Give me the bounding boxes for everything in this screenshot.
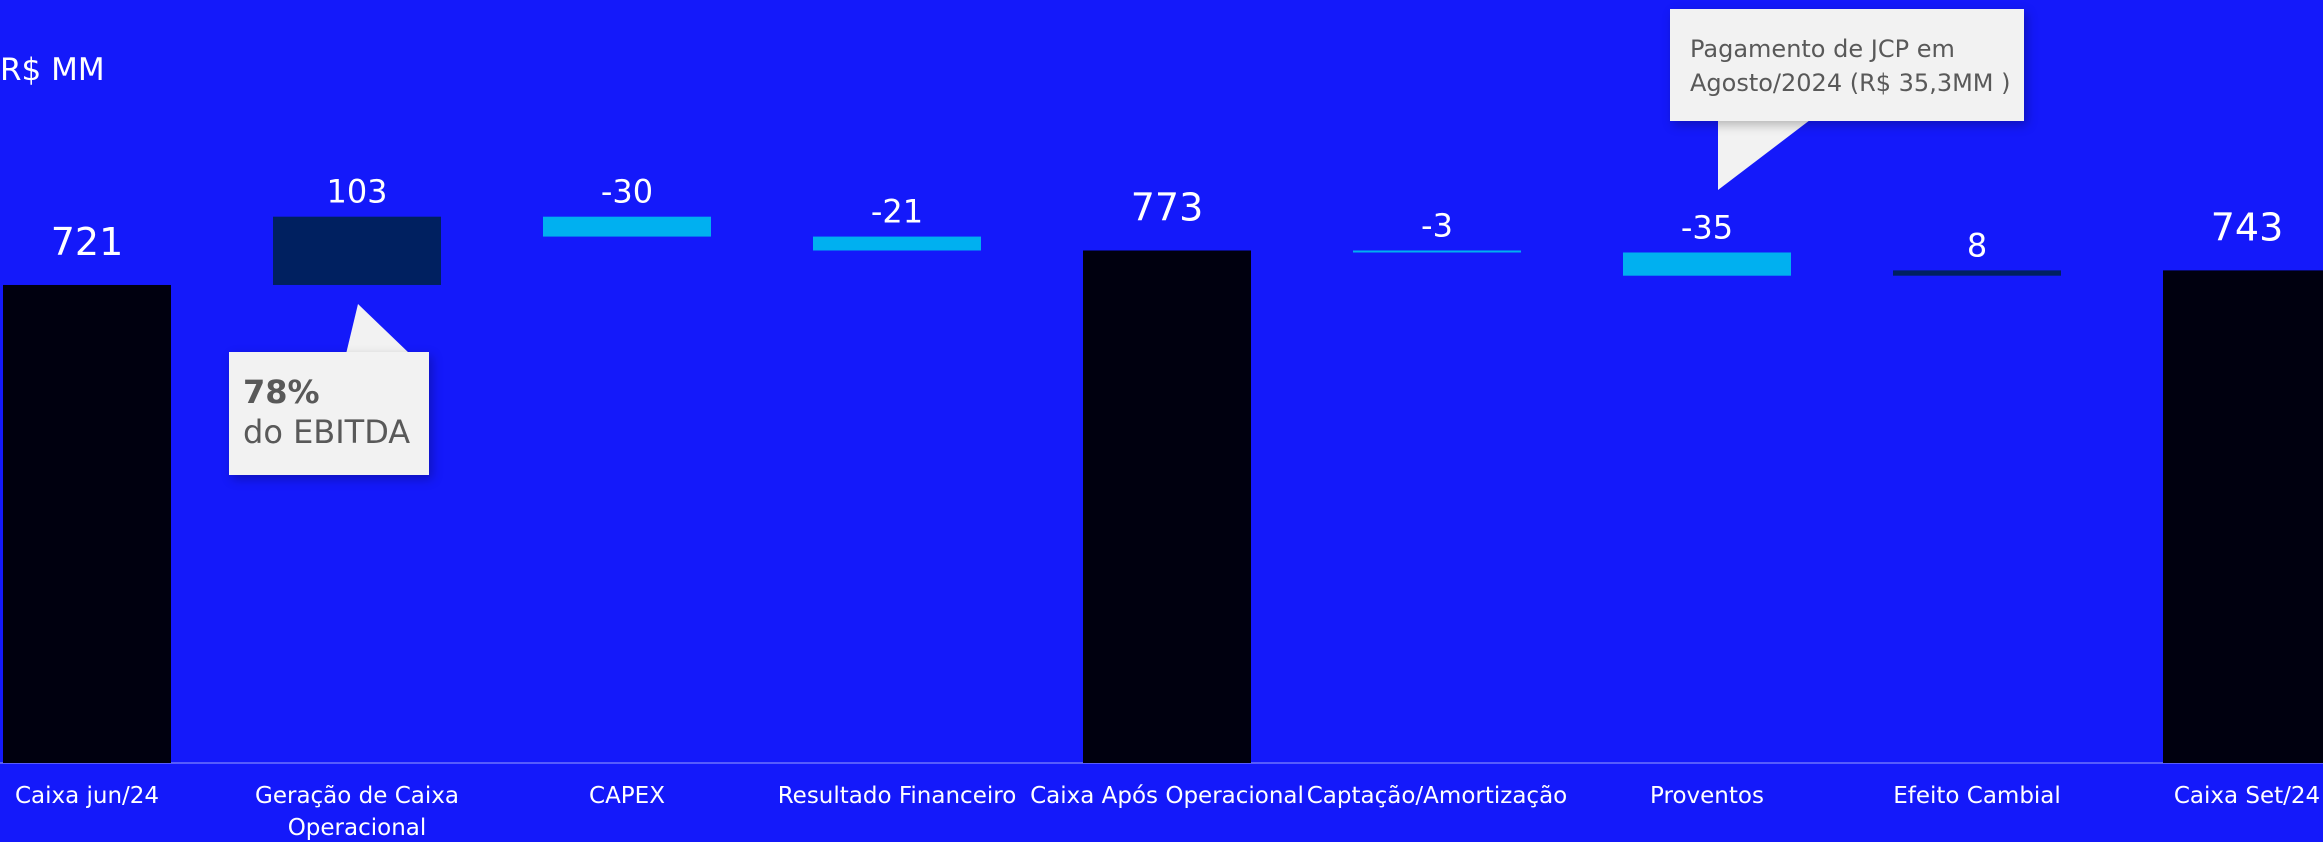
unit-label: R$ MM — [0, 52, 105, 88]
value-label-6: -35 — [1681, 208, 1733, 246]
value-label-0: 721 — [51, 220, 124, 264]
callout-jcp-pointer — [1718, 120, 1810, 190]
value-label-7: 8 — [1967, 226, 1987, 264]
value-label-3: -21 — [871, 193, 923, 231]
category-label-5: Captação/Amortização — [1307, 783, 1567, 809]
bar-0 — [3, 284, 171, 763]
category-label-8: Caixa Set/24 — [2174, 783, 2320, 809]
bar-2 — [543, 216, 711, 237]
category-label-1: Geração de Caixa Operacional — [255, 783, 459, 841]
callout-ebitda-text: do EBITDA — [243, 413, 411, 451]
value-label-8: 743 — [2211, 205, 2284, 249]
bar-6 — [1623, 252, 1791, 276]
value-label-2: -30 — [601, 173, 653, 211]
value-label-5: -3 — [1421, 207, 1453, 245]
callout-ebitda-pointer — [346, 304, 410, 354]
callout-ebitda: 78% do EBITDA — [229, 352, 429, 475]
bar-7 — [1893, 270, 2061, 276]
category-label-6: Proventos — [1650, 783, 1764, 809]
category-label-2: CAPEX — [589, 783, 665, 809]
callout-jcp: Pagamento de JCP em Agosto/2024 (R$ 35,3… — [1670, 9, 2024, 121]
category-label-7: Efeito Cambial — [1893, 783, 2061, 809]
value-label-1: 103 — [326, 173, 387, 211]
value-label-4: 773 — [1131, 186, 1204, 230]
bar-1 — [273, 216, 441, 285]
category-label-4: Caixa Após Operacional — [1030, 783, 1304, 809]
bar-8 — [2163, 270, 2323, 763]
bar-4 — [1083, 250, 1251, 764]
bar-5 — [1353, 250, 1521, 253]
bar-3 — [813, 236, 981, 251]
category-label-3: Resultado Financeiro — [778, 783, 1017, 809]
callout-ebitda-percent: 78% — [243, 373, 320, 411]
category-label-0: Caixa jun/24 — [15, 783, 159, 809]
